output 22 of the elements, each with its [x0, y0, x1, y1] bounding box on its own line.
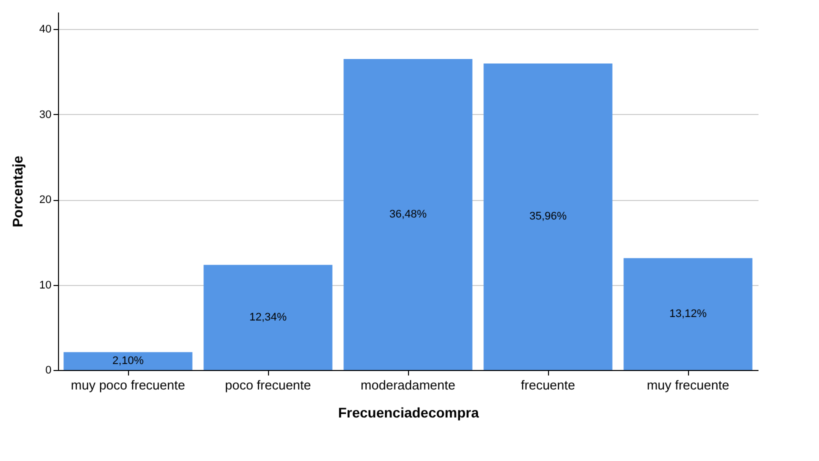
- bar: [204, 264, 332, 370]
- bar: [624, 258, 752, 370]
- data-label: 2,10%: [112, 355, 144, 368]
- data-label: 35,96%: [529, 210, 567, 223]
- y-tick-label: 0: [45, 364, 52, 376]
- y-tick-label: 10: [39, 279, 52, 292]
- bar: [484, 63, 612, 370]
- data-label: 13,12%: [669, 308, 707, 320]
- x-tick-label: muy frecuente: [646, 378, 730, 392]
- x-tick-label: muy poco frecuente: [70, 378, 186, 392]
- data-label: 12,34%: [249, 311, 287, 324]
- x-tick-label: moderadamente: [360, 378, 456, 392]
- y-axis-title: Porcentaje: [9, 155, 26, 228]
- x-tick-label: frecuente: [520, 378, 576, 392]
- y-tick-label: 30: [39, 108, 52, 121]
- data-label: 36,48%: [389, 208, 427, 221]
- y-tick-label: 40: [39, 24, 52, 36]
- bar: [64, 352, 192, 370]
- y-tick-label: 20: [39, 194, 52, 206]
- x-tick-label: poco frecuente: [224, 378, 312, 392]
- x-axis-title: Frecuenciadecompra: [338, 404, 480, 420]
- bar: [344, 59, 472, 370]
